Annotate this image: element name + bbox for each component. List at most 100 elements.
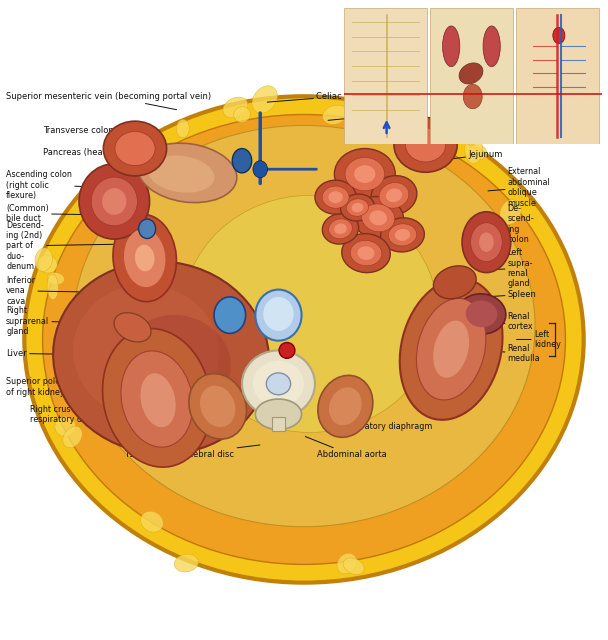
- Ellipse shape: [323, 105, 348, 124]
- Ellipse shape: [416, 298, 486, 400]
- Ellipse shape: [55, 417, 75, 436]
- Bar: [430, 8, 513, 144]
- Text: Renal
medulla: Renal medulla: [503, 344, 541, 363]
- Ellipse shape: [457, 294, 506, 334]
- Text: Abdominal aorta: Abdominal aorta: [305, 436, 386, 460]
- Text: External
abdominal
oblique
muscle: External abdominal oblique muscle: [488, 167, 550, 207]
- Ellipse shape: [350, 241, 382, 266]
- Ellipse shape: [406, 128, 446, 162]
- Ellipse shape: [266, 373, 291, 395]
- Ellipse shape: [381, 218, 424, 252]
- Ellipse shape: [479, 232, 494, 252]
- Ellipse shape: [255, 289, 302, 340]
- Ellipse shape: [38, 255, 57, 273]
- Ellipse shape: [433, 321, 469, 378]
- Ellipse shape: [329, 219, 352, 239]
- Ellipse shape: [328, 191, 343, 203]
- Ellipse shape: [200, 386, 235, 427]
- Ellipse shape: [434, 266, 476, 299]
- Text: Ascending colon
(right colic
flexure): Ascending colon (right colic flexure): [6, 170, 109, 200]
- Ellipse shape: [279, 342, 295, 358]
- Ellipse shape: [329, 387, 362, 426]
- Ellipse shape: [253, 161, 268, 178]
- Ellipse shape: [322, 214, 359, 244]
- Ellipse shape: [263, 297, 294, 331]
- Ellipse shape: [465, 134, 483, 164]
- Ellipse shape: [334, 223, 347, 234]
- Ellipse shape: [362, 204, 395, 232]
- Text: Jejunum: Jejunum: [440, 150, 503, 161]
- Ellipse shape: [253, 361, 304, 407]
- Ellipse shape: [73, 285, 219, 419]
- Text: Splenic vein: Splenic vein: [328, 110, 416, 120]
- Ellipse shape: [53, 261, 269, 454]
- Text: Superior pole
of right kidney: Superior pole of right kidney: [6, 377, 144, 397]
- Text: Left crus of respiratory diaphragm: Left crus of respiratory diaphragm: [294, 417, 433, 431]
- Ellipse shape: [466, 301, 497, 327]
- Ellipse shape: [252, 86, 277, 113]
- Ellipse shape: [47, 273, 64, 285]
- Ellipse shape: [103, 121, 167, 176]
- Ellipse shape: [255, 399, 302, 429]
- Ellipse shape: [463, 84, 482, 109]
- Ellipse shape: [394, 118, 457, 172]
- Ellipse shape: [176, 120, 189, 138]
- Ellipse shape: [399, 278, 503, 420]
- Ellipse shape: [318, 375, 373, 437]
- Ellipse shape: [389, 224, 416, 246]
- Ellipse shape: [43, 115, 565, 564]
- Ellipse shape: [379, 182, 409, 208]
- Ellipse shape: [483, 26, 500, 67]
- Text: Transverse colon: Transverse colon: [397, 126, 484, 136]
- Ellipse shape: [342, 234, 390, 273]
- Text: Right
suprarenal
gland: Right suprarenal gland: [6, 307, 122, 336]
- Ellipse shape: [103, 328, 211, 467]
- Ellipse shape: [102, 188, 126, 215]
- Ellipse shape: [443, 26, 460, 67]
- Ellipse shape: [371, 175, 417, 215]
- Text: T12–L1 intervertebral disc: T12–L1 intervertebral disc: [125, 445, 260, 460]
- Ellipse shape: [91, 177, 137, 226]
- Ellipse shape: [386, 188, 402, 202]
- Ellipse shape: [340, 194, 375, 221]
- Ellipse shape: [114, 313, 151, 342]
- Ellipse shape: [345, 157, 384, 191]
- Ellipse shape: [24, 96, 584, 582]
- Ellipse shape: [337, 553, 357, 574]
- Ellipse shape: [47, 274, 58, 300]
- Ellipse shape: [416, 120, 439, 148]
- Text: Right crus of
respiratory diaphragm: Right crus of respiratory diaphragm: [30, 404, 182, 424]
- Ellipse shape: [189, 374, 246, 439]
- Ellipse shape: [322, 186, 349, 208]
- Text: Spleen: Spleen: [488, 290, 536, 299]
- Ellipse shape: [469, 145, 487, 160]
- Ellipse shape: [395, 229, 410, 241]
- Ellipse shape: [553, 28, 565, 44]
- Ellipse shape: [138, 143, 237, 203]
- Ellipse shape: [148, 156, 215, 193]
- Text: Inferior
vena
cava: Inferior vena cava: [6, 276, 122, 306]
- Ellipse shape: [140, 373, 176, 428]
- Ellipse shape: [354, 165, 375, 183]
- Ellipse shape: [242, 350, 315, 417]
- Ellipse shape: [471, 223, 502, 262]
- Bar: [516, 8, 599, 144]
- Ellipse shape: [124, 229, 165, 287]
- Ellipse shape: [182, 195, 438, 433]
- Text: Liver: Liver: [6, 349, 128, 358]
- Text: Renal
cortex: Renal cortex: [497, 312, 533, 331]
- Ellipse shape: [358, 246, 375, 260]
- Text: (Common)
bile duct: (Common) bile duct: [6, 204, 134, 223]
- Ellipse shape: [115, 131, 155, 166]
- Ellipse shape: [135, 244, 154, 271]
- Ellipse shape: [233, 107, 250, 122]
- Ellipse shape: [122, 315, 231, 413]
- Text: Descend-
ing (2nd)
part of
duo-
denum: Descend- ing (2nd) part of duo- denum: [6, 221, 128, 271]
- Ellipse shape: [459, 63, 483, 84]
- Ellipse shape: [174, 554, 198, 572]
- Text: Left
kidney: Left kidney: [517, 330, 561, 349]
- Ellipse shape: [73, 125, 535, 527]
- Text: Superior mesenteric vein (becoming portal vein): Superior mesenteric vein (becoming porta…: [6, 92, 211, 109]
- Bar: [272, 417, 285, 431]
- Ellipse shape: [462, 212, 511, 273]
